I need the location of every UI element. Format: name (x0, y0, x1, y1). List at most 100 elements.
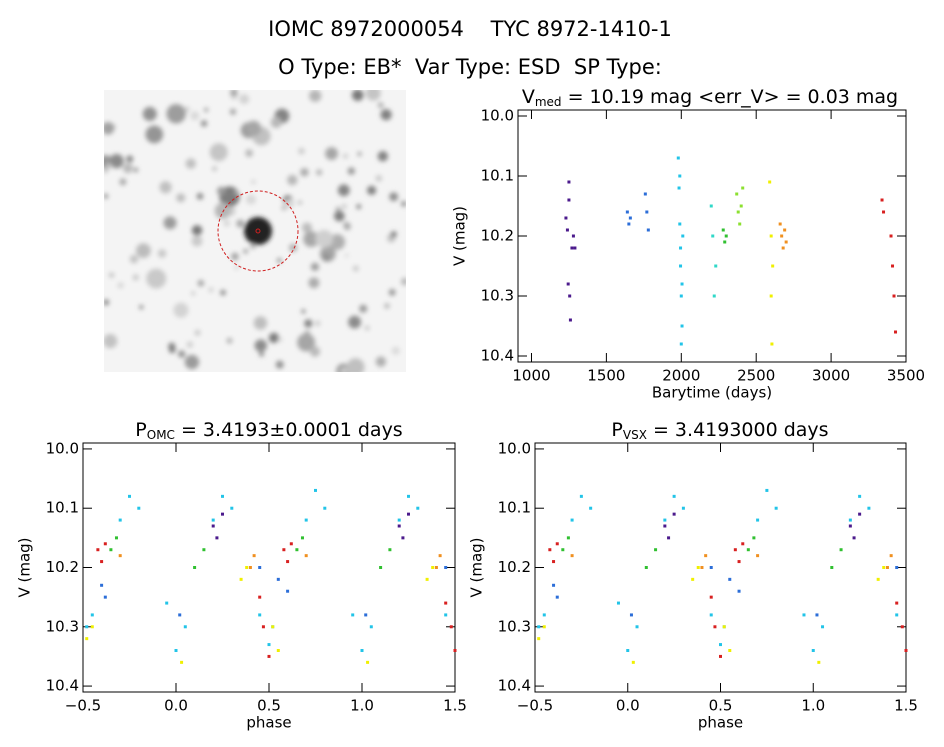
data-point (644, 566, 648, 569)
data-point (248, 566, 252, 569)
star (342, 204, 347, 209)
star (275, 360, 284, 369)
data-point (770, 342, 774, 346)
star (339, 367, 348, 372)
x-tick-label: 2000 (662, 367, 700, 385)
data-point (360, 649, 364, 652)
star-field-image (104, 90, 406, 372)
data-point (643, 192, 647, 196)
star (234, 265, 239, 270)
x-axis-label: phase (246, 714, 291, 732)
data-point (768, 180, 772, 184)
star (226, 337, 233, 344)
data-point (542, 625, 546, 629)
data-point (769, 234, 773, 238)
data-point (679, 342, 683, 346)
y-tick-label: 10.0 (498, 439, 531, 457)
star (104, 299, 110, 306)
x-tick-label: −0.5 (65, 697, 101, 715)
x-tick-label: 0.0 (616, 697, 640, 715)
star (366, 185, 377, 195)
data-point (552, 560, 556, 564)
data-point (780, 234, 784, 238)
data-point (100, 560, 104, 564)
star (377, 151, 389, 162)
star (163, 216, 177, 230)
data-point (202, 548, 206, 552)
data-point (103, 542, 107, 546)
x-tick-label: 1.5 (894, 697, 918, 715)
data-point (570, 518, 574, 522)
data-point (425, 577, 429, 581)
star (135, 243, 151, 259)
star (197, 279, 205, 287)
x-tick-label: 0.0 (164, 697, 188, 715)
data-point (548, 548, 552, 552)
star (380, 109, 392, 121)
y-tick-label: 10.4 (498, 677, 531, 695)
data-point (276, 649, 280, 652)
data-point (571, 234, 575, 238)
data-point (904, 649, 908, 652)
data-point (137, 506, 141, 510)
data-point (781, 246, 785, 250)
data-point (114, 536, 118, 540)
data-point (737, 560, 741, 564)
x-tick-label: 2500 (737, 367, 775, 385)
data-point (891, 264, 895, 268)
data-point (304, 554, 308, 558)
star (178, 350, 186, 358)
data-point (895, 613, 899, 617)
star (316, 169, 323, 176)
star (310, 262, 319, 271)
star (186, 341, 194, 348)
data-point (388, 548, 392, 552)
star (185, 158, 196, 169)
data-point (672, 494, 676, 498)
data-point (573, 246, 577, 250)
star (351, 90, 364, 101)
data-point (771, 264, 775, 268)
star (315, 229, 334, 248)
star (129, 254, 139, 264)
star (142, 106, 157, 122)
y-tick-label: 10.3 (481, 287, 514, 305)
y-tick-label: 10.2 (498, 558, 531, 576)
star (204, 107, 209, 112)
star (300, 168, 309, 177)
data-point (679, 264, 683, 268)
data-point (696, 566, 700, 569)
star (132, 274, 139, 281)
x-tick-label: 0.5 (257, 697, 281, 715)
data-point (589, 506, 593, 510)
star (104, 193, 109, 199)
x-tick-label: 3500 (887, 367, 925, 385)
star (173, 302, 189, 318)
star (309, 346, 321, 357)
star (334, 210, 345, 222)
data-point (565, 228, 569, 232)
data-point (900, 625, 904, 629)
title-part: V (522, 86, 535, 108)
star (229, 108, 237, 115)
data-point (719, 654, 722, 658)
x-tick-label: 3000 (812, 367, 850, 385)
data-point (537, 625, 541, 629)
data-point (366, 660, 370, 664)
data-point (239, 577, 243, 581)
star (375, 356, 387, 367)
data-point (691, 577, 695, 581)
star (200, 120, 208, 127)
star (297, 200, 303, 205)
data-point (680, 324, 684, 328)
star (329, 234, 346, 250)
data-point (723, 240, 727, 244)
data-point (839, 548, 843, 552)
data-point (635, 625, 639, 629)
data-point (802, 613, 806, 617)
y-tick-label: 10.0 (481, 107, 514, 125)
star (297, 333, 316, 352)
data-point (858, 512, 862, 516)
star (359, 304, 368, 313)
data-point (555, 542, 559, 546)
